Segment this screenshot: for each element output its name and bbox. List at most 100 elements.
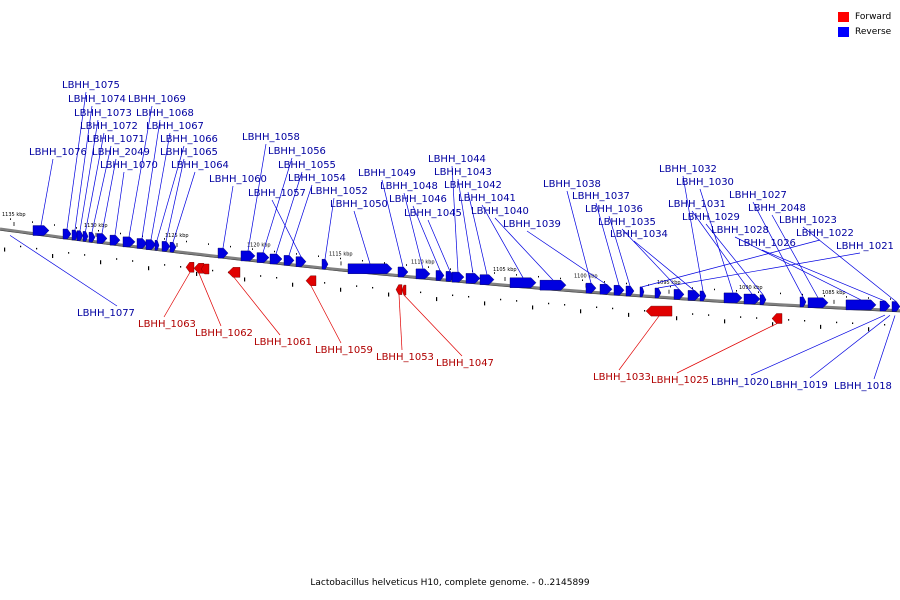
gene-label-forward: LBHH_1033	[593, 372, 651, 383]
minor-mark	[362, 259, 363, 262]
gene-label-reverse: LBHH_1068	[136, 108, 194, 119]
minor-mark	[758, 291, 759, 293]
gene-label-reverse: LBHH_1057	[248, 188, 306, 199]
minor-mark	[4, 247, 6, 252]
tick-label: 1115 kbp	[329, 251, 353, 257]
minor-mark	[212, 269, 214, 272]
gene-label-reverse: LBHH_1067	[146, 121, 204, 132]
minor-mark	[372, 286, 374, 289]
legend: Forward Reverse	[838, 9, 891, 39]
gene-label-reverse: LBHH_1072	[80, 121, 138, 132]
gene-label-reverse: LBHH_1069	[128, 94, 186, 105]
tick-label: 1105 kbp	[493, 267, 517, 273]
gene-leader-line	[85, 132, 105, 232]
minor-mark	[68, 252, 70, 254]
minor-mark	[804, 320, 806, 322]
gene-label-reverse: LBHH_1035	[598, 217, 656, 228]
minor-mark	[692, 287, 693, 289]
gene-label-reverse: LBHH_1077	[77, 308, 135, 319]
minor-mark	[186, 240, 187, 243]
gene-arrow-forward	[395, 284, 403, 295]
gene-arrow-reverse	[347, 263, 393, 274]
gene-leader-line	[247, 143, 267, 251]
gene-arrow-reverse	[321, 259, 329, 270]
gene-label-reverse: LBHH_1073	[74, 108, 132, 119]
minor-mark	[628, 312, 630, 317]
gene-leader-line	[481, 204, 524, 278]
gene-arrow-reverse	[509, 277, 537, 288]
gene-label-reverse: LBHH_1021	[836, 241, 894, 252]
minor-mark	[846, 296, 847, 298]
minor-mark	[196, 271, 198, 276]
gene-arrow-reverse	[465, 273, 481, 284]
minor-mark	[292, 282, 294, 287]
gene-leader-line	[141, 119, 161, 239]
gene-leader-line	[771, 214, 819, 298]
gene-leader-line	[699, 188, 734, 294]
minor-mark	[582, 279, 583, 281]
gene-leader-line	[222, 185, 234, 249]
gene-leader-line	[165, 158, 185, 242]
gene-leader-line	[705, 223, 764, 295]
legend-item-forward: Forward	[838, 9, 891, 24]
gene-leader-line	[457, 178, 474, 274]
gene-label-forward: LBHH_1061	[254, 337, 312, 348]
minor-mark	[132, 260, 134, 262]
gene-leader-line	[752, 201, 804, 298]
gene-arrow-reverse	[71, 229, 79, 241]
minor-mark	[436, 297, 438, 302]
gene-label-forward: LBHH_1059	[315, 345, 373, 356]
minor-mark	[208, 243, 209, 245]
gene-leader-line	[262, 157, 293, 253]
gene-leader-line	[91, 145, 112, 233]
gene-label-reverse: LBHH_1040	[471, 206, 529, 217]
minor-mark	[884, 323, 886, 326]
gene-arrow-forward	[227, 267, 241, 278]
minor-mark	[780, 292, 781, 295]
minor-mark	[36, 247, 38, 250]
gene-label-reverse: LBHH_1023	[779, 215, 837, 226]
minor-mark	[868, 297, 869, 299]
gene-leader-line	[467, 191, 488, 275]
gene-leader-line	[427, 219, 451, 272]
minor-mark	[20, 245, 22, 248]
gene-label-reverse: LBHH_1043	[434, 167, 492, 178]
gene-leader-line	[641, 239, 821, 288]
minor-mark	[484, 301, 486, 306]
minor-mark	[420, 291, 422, 294]
gene-label-reverse: LBHH_1070	[100, 160, 158, 171]
legend-item-reverse: Reverse	[838, 24, 891, 39]
gene-label-reverse: LBHH_1019	[770, 380, 828, 391]
gene-label-forward: LBHH_1025	[651, 375, 709, 386]
gene-label-reverse: LBHH_1030	[676, 177, 734, 188]
minor-mark	[388, 292, 390, 297]
gene-label-reverse: LBHH_1071	[87, 134, 145, 145]
tick-label: 1125 kbp	[165, 233, 189, 239]
gene-leader-line	[566, 190, 592, 284]
minor-mark	[692, 313, 694, 315]
gene-leader-line	[412, 205, 441, 271]
gene-arrow-reverse	[145, 239, 157, 250]
minor-mark	[736, 290, 737, 292]
minor-mark	[890, 298, 891, 300]
gene-label-forward: LBHH_1053	[376, 352, 434, 363]
gene-arrow-reverse	[479, 274, 495, 285]
minor-mark	[164, 238, 165, 240]
minor-mark	[852, 322, 854, 324]
gene-label-reverse: LBHH_1046	[389, 194, 447, 205]
tick-label: 1135 kbp	[2, 212, 26, 218]
gene-leader-line	[9, 235, 118, 307]
minor-mark	[356, 285, 358, 287]
gene-arrow-reverse	[96, 233, 108, 244]
minor-mark	[560, 277, 561, 280]
minor-mark	[384, 262, 385, 264]
gene-label-reverse: LBHH_1060	[209, 174, 267, 185]
minor-mark	[318, 255, 319, 257]
gene-label-reverse: LBHH_1022	[796, 228, 854, 239]
minor-mark	[10, 218, 11, 220]
gene-label-reverse: LBHH_1055	[278, 160, 336, 171]
gene-arrow-reverse	[32, 225, 50, 236]
gene-arrow-reverse	[136, 238, 148, 249]
gene-leader-line	[381, 179, 404, 268]
gene-leader-line	[74, 105, 93, 231]
